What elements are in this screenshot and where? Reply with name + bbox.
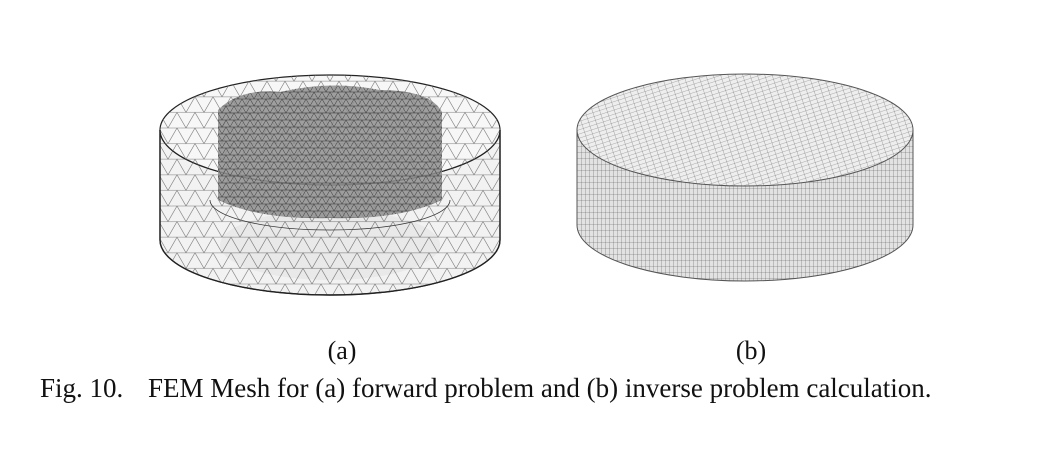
structured-mesh-cylinder bbox=[576, 73, 914, 282]
tetrahedral-mesh-cylinder bbox=[159, 74, 501, 296]
subfigure-label-b: (b) bbox=[735, 336, 767, 365]
caption-text: FEM Mesh for (a) forward problem and (b)… bbox=[148, 373, 932, 403]
subfigure-label-a: (a) bbox=[327, 336, 357, 365]
mesh-image-forward bbox=[150, 50, 510, 320]
figure-number: Fig. 10. bbox=[40, 373, 124, 403]
mesh-image-inverse bbox=[565, 50, 925, 320]
figure-caption: Fig. 10. FEM Mesh for (a) forward proble… bbox=[40, 370, 1030, 406]
